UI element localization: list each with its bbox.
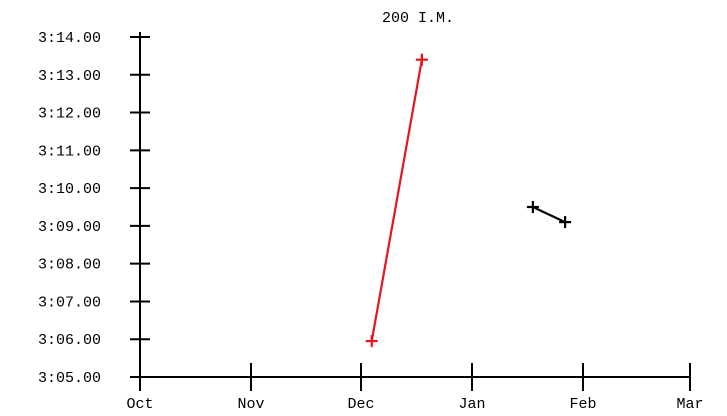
axes xyxy=(139,32,690,378)
y-tick-label: 3:07.00 xyxy=(38,294,101,311)
x-tick-label: Jan xyxy=(458,396,485,413)
data-point-marker xyxy=(415,53,428,66)
series-line xyxy=(532,206,566,224)
y-tick-label: 3:06.00 xyxy=(38,332,101,349)
y-tick-label: 3:08.00 xyxy=(38,257,101,274)
y-tick-label: 3:13.00 xyxy=(38,68,101,85)
data-point-marker xyxy=(559,216,572,229)
y-tick-label: 3:10.00 xyxy=(38,181,101,198)
data-point-marker xyxy=(526,201,539,213)
y-tick-label: 3:14.00 xyxy=(38,30,101,47)
chart-title: 200 I.M. xyxy=(382,10,454,27)
x-tick-label: Oct xyxy=(126,396,153,413)
series-layer xyxy=(365,53,572,348)
y-tick-label: 3:09.00 xyxy=(38,219,101,236)
data-point-marker xyxy=(365,335,378,348)
x-tick-label: Nov xyxy=(237,396,264,413)
y-axis-ticks: 3:05.00 3:06.00 3:07.00 3:08.00 3:09.00 3:10.… xyxy=(38,30,150,387)
x-tick-label: Mar xyxy=(676,396,703,413)
x-tick-label: Feb xyxy=(569,396,596,413)
series-2 xyxy=(526,201,572,229)
x-axis-ticks: Oct Nov Dec Jan Feb Mar xyxy=(126,363,704,413)
x-tick-label: Dec xyxy=(347,396,374,413)
y-tick-label: 3:12.00 xyxy=(38,106,101,123)
series-1 xyxy=(365,53,428,348)
series-line xyxy=(370,59,423,342)
y-tick-label: 3:11.00 xyxy=(38,143,101,160)
y-tick-label: 3:05.00 xyxy=(38,370,101,387)
